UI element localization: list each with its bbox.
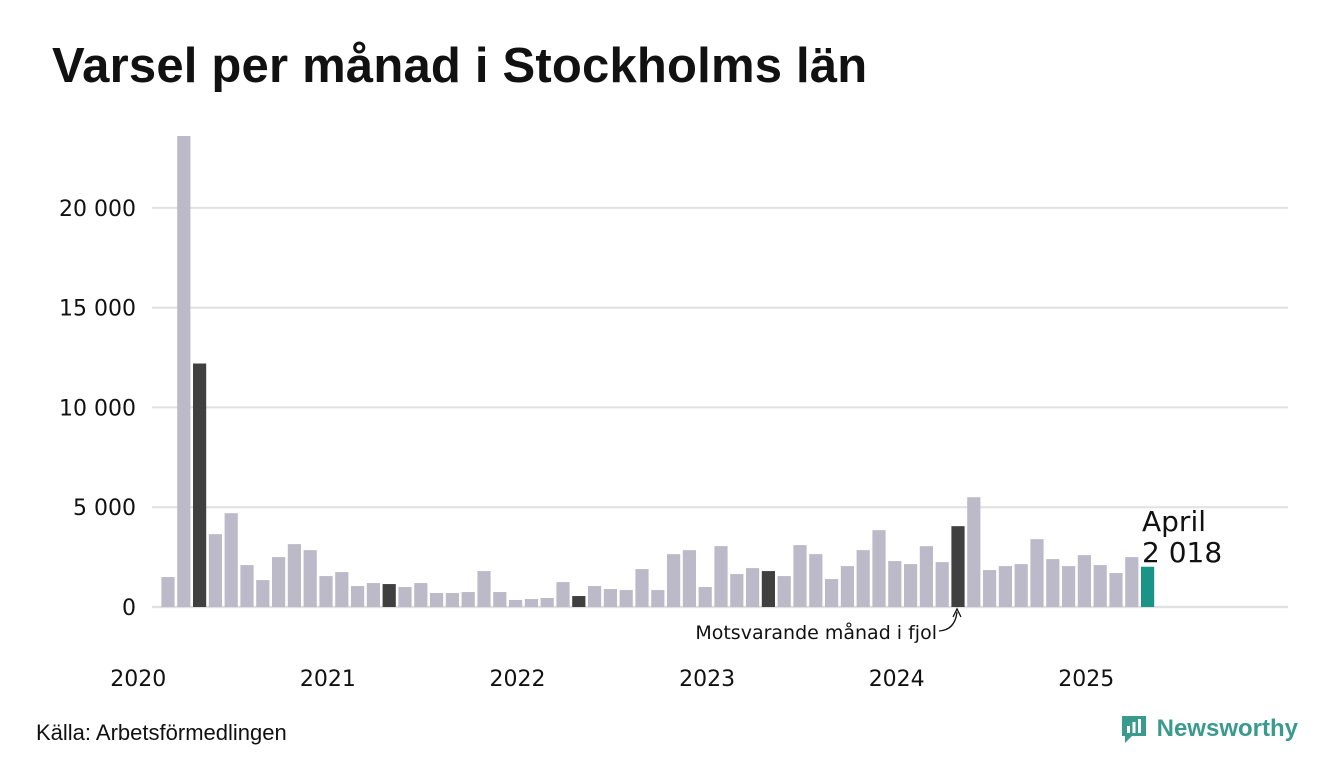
brand[interactable]: Newsworthy — [1119, 713, 1298, 745]
bar-same-month — [951, 526, 964, 607]
bar — [304, 550, 317, 607]
bar — [841, 566, 854, 607]
bar — [714, 546, 727, 607]
bar — [651, 590, 664, 607]
y-tick-label: 15 000 — [59, 297, 136, 322]
y-tick-label: 0 — [122, 596, 136, 621]
bar — [667, 554, 680, 607]
bar — [161, 577, 174, 607]
bar — [541, 598, 554, 607]
bar — [493, 592, 506, 607]
bar — [1094, 565, 1107, 607]
callout-value: 2 018 — [1142, 536, 1222, 569]
y-tick-label: 5 000 — [73, 496, 136, 521]
bar — [904, 564, 917, 607]
bar-same-month — [762, 571, 775, 607]
bar — [509, 600, 522, 607]
bar — [525, 599, 538, 607]
bar — [620, 590, 633, 607]
bar — [319, 576, 332, 607]
bar — [967, 497, 980, 607]
bar-same-month — [193, 364, 206, 607]
bar — [793, 545, 806, 607]
bar — [683, 550, 696, 607]
bar — [604, 589, 617, 607]
bar — [1125, 557, 1138, 607]
bar-current-month — [1141, 567, 1154, 607]
bar — [225, 513, 238, 607]
bar — [351, 586, 364, 607]
bar — [1015, 564, 1028, 607]
bar — [1062, 566, 1075, 607]
y-tick-label: 20 000 — [59, 197, 136, 222]
bar — [1046, 559, 1059, 607]
bar — [256, 580, 269, 607]
bar — [1078, 555, 1091, 607]
bar — [1109, 573, 1122, 607]
x-tick-label: 2020 — [110, 667, 166, 692]
bar — [635, 569, 648, 607]
bar — [746, 568, 759, 607]
bar — [588, 586, 601, 607]
y-tick-label: 10 000 — [59, 396, 136, 421]
bar — [857, 550, 870, 607]
x-tick-label: 2024 — [869, 667, 925, 692]
bar — [477, 571, 490, 607]
x-tick-label: 2022 — [490, 667, 546, 692]
bar — [730, 574, 743, 607]
source-note: Källa: Arbetsförmedlingen — [36, 720, 287, 746]
bar-same-month — [383, 584, 396, 607]
same-month-annotation: Motsvarande månad i fjol — [695, 621, 937, 644]
bar — [209, 534, 222, 607]
bar — [240, 565, 253, 607]
bar — [288, 544, 301, 607]
y-axis-tick-labels: 0 5 000 10 000 15 000 20 000 — [59, 197, 136, 621]
brand-name: Newsworthy — [1157, 715, 1298, 743]
bar — [177, 136, 190, 607]
newsworthy-logo-icon — [1119, 713, 1149, 745]
bar — [936, 562, 949, 607]
bar — [920, 546, 933, 607]
callout-label: April — [1142, 505, 1206, 538]
bar — [699, 587, 712, 607]
bar — [872, 530, 885, 607]
bars — [161, 136, 1154, 607]
bar — [825, 579, 838, 607]
bar — [999, 566, 1012, 607]
x-tick-label: 2025 — [1058, 667, 1114, 692]
bar — [809, 554, 822, 607]
bar — [888, 561, 901, 607]
bar — [983, 570, 996, 607]
x-tick-label: 2021 — [300, 667, 356, 692]
bar-same-month — [572, 596, 585, 607]
bar — [335, 572, 348, 607]
bar — [462, 592, 475, 607]
bar — [1030, 539, 1043, 607]
bar — [556, 582, 569, 607]
bar — [398, 587, 411, 607]
bar — [778, 576, 791, 607]
bar — [446, 593, 459, 607]
x-axis-tick-labels: 2020 2021 2022 2023 2024 2025 — [110, 667, 1114, 692]
bar — [414, 583, 427, 607]
bar — [367, 583, 380, 607]
bar — [272, 557, 285, 607]
bar — [430, 593, 443, 607]
x-tick-label: 2023 — [679, 667, 735, 692]
